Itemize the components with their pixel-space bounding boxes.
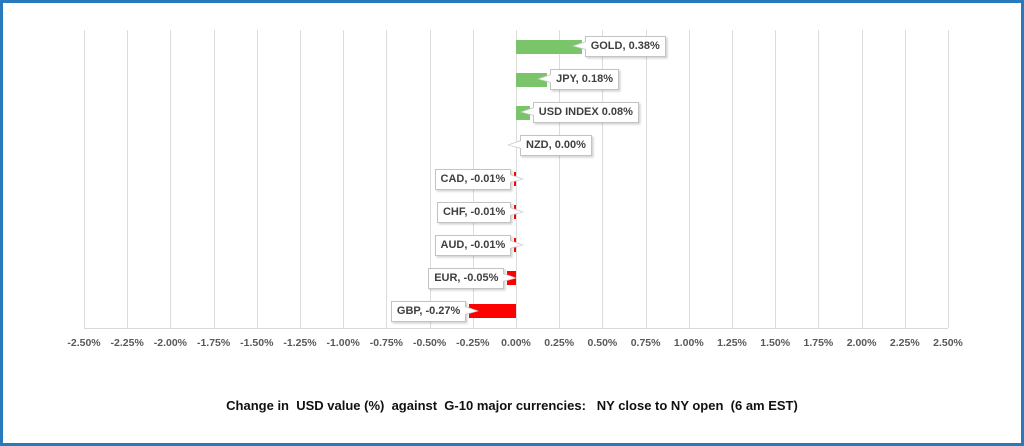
data-label-aud: AUD, -0.01% [434, 234, 525, 256]
gridline [688, 30, 690, 328]
data-label-nzd: NZD, 0.00% [507, 135, 592, 157]
x-tick-label: 2.00% [846, 337, 877, 349]
x-tick-label: -1.00% [326, 337, 360, 349]
gridline [559, 30, 561, 328]
gridline [602, 30, 604, 328]
data-label-chf: CHF, -0.01% [436, 201, 525, 223]
x-tick-label: -1.50% [240, 337, 274, 349]
x-tick-label: -1.75% [196, 337, 231, 349]
x-tick-label: -2.25% [110, 337, 144, 349]
gridline [904, 30, 906, 328]
x-tick-label: 2.25% [889, 337, 920, 349]
bar-gbp [469, 304, 516, 319]
gridline [818, 30, 820, 328]
data-label-usd-index: USD INDEX 0.08% [519, 102, 639, 124]
plot-area: GOLD, 0.38% JPY, 0.18% USD INDEX 0.08% NZD,… [84, 30, 949, 329]
gridline [429, 30, 431, 328]
x-tick-label: -0.50% [412, 337, 447, 349]
x-tick-label: -2.50% [67, 337, 101, 349]
x-tick-label: -0.25% [456, 337, 490, 349]
x-tick-label: 2.50% [933, 337, 963, 349]
x-tick-label: -0.75% [369, 337, 404, 349]
data-label-gbp: GBP, -0.27% [390, 300, 480, 322]
bar-gold [516, 39, 582, 54]
gridline [256, 30, 258, 328]
data-label-gold: GOLD, 0.38% [571, 36, 666, 58]
gridline [732, 30, 733, 328]
gridline [948, 30, 949, 328]
data-label-eur: EUR, -0.05% [428, 267, 518, 289]
x-axis: -2.50% -2.25% -2.00% -1.75% -1.50% -1.25% -1.0… [67, 337, 963, 351]
gridline [861, 30, 863, 328]
data-label-jpy: JPY, 0.18% [537, 69, 619, 91]
gridline [300, 30, 301, 328]
x-tick-label: 1.00% [673, 337, 704, 349]
x-tick-label: 0.00% [501, 337, 531, 349]
x-tick-label: -1.25% [283, 337, 317, 349]
gridline [343, 30, 345, 328]
x-tick-label: -2.00% [153, 337, 188, 349]
gridline [213, 30, 215, 328]
gridline [170, 30, 172, 328]
x-tick-label: 0.50% [587, 337, 618, 349]
x-tick-label: 0.75% [630, 337, 661, 349]
gridline [127, 30, 129, 328]
gridline [775, 30, 777, 328]
data-label-cad: CAD, -0.01% [434, 168, 525, 190]
x-tick-label: 0.25% [544, 337, 575, 349]
x-tick-label: 1.25% [717, 337, 747, 349]
chart-title: Change in USD value (%) against G-10 maj… [226, 398, 798, 413]
gridline [386, 30, 388, 328]
x-tick-label: 1.50% [760, 337, 791, 349]
gridline [84, 30, 85, 328]
x-tick-label: 1.75% [803, 337, 834, 349]
gridline [645, 30, 647, 328]
